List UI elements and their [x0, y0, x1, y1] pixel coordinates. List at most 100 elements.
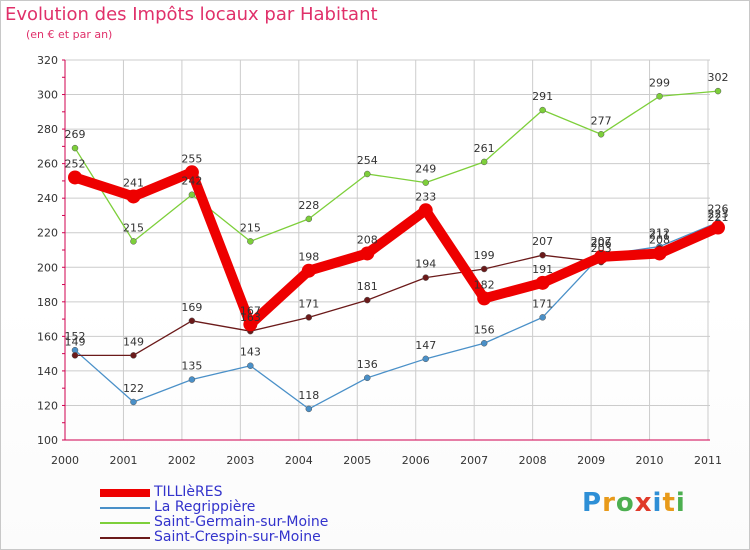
data-point-tillie-res [360, 246, 375, 261]
data-label-saint-crespin-sur-moine: 169 [181, 301, 202, 314]
data-point-la-regrippie-re [130, 398, 137, 406]
data-point-la-regrippie-re [480, 340, 488, 347]
y-tick-label: 240 [37, 192, 58, 205]
brand-letter: x [634, 488, 653, 518]
data-point-tillie-res [126, 189, 141, 204]
brand-letter: t [662, 488, 676, 518]
brand-letter: r [602, 488, 616, 518]
brand-logo: Proxiti [582, 488, 686, 518]
data-label-tillie-res: 241 [123, 176, 144, 189]
data-point-tillie-res [243, 317, 258, 332]
y-tick-label: 100 [37, 434, 58, 447]
series-line-saint-germain-sur-moine [74, 90, 719, 243]
data-point-saint-germain-sur-moine [714, 87, 722, 95]
data-point-saint-germain-sur-moine [656, 93, 663, 100]
data-label-la-regrippie-re: 152 [65, 330, 86, 343]
data-label-saint-crespin-sur-moine: 171 [298, 297, 319, 310]
data-label-saint-crespin-sur-moine: 207 [532, 235, 553, 248]
data-label-saint-germain-sur-moine: 291 [532, 90, 553, 103]
data-label-saint-germain-sur-moine: 269 [65, 128, 86, 141]
data-label-la-regrippie-re: 135 [181, 360, 202, 373]
data-label-la-regrippie-re: 122 [123, 382, 144, 395]
data-point-saint-germain-sur-moine [364, 170, 371, 178]
y-tick-label: 140 [37, 365, 58, 378]
brand-letter: P [582, 488, 603, 518]
y-tick-label: 260 [37, 158, 58, 171]
data-point-la-regrippie-re [539, 314, 546, 321]
data-point-saint-crespin-sur-moine [364, 296, 371, 304]
data-label-tillie-res: 208 [649, 233, 670, 246]
y-tick-label: 320 [37, 54, 58, 67]
data-label-tillie-res: 233 [415, 190, 436, 203]
data-label-saint-crespin-sur-moine: 181 [357, 280, 378, 293]
x-tick-label: 2005 [343, 454, 371, 467]
data-point-tillie-res [711, 220, 725, 235]
legend-swatch-saint-germain [100, 522, 150, 524]
x-tick-label: 2004 [285, 454, 313, 467]
data-label-saint-crespin-sur-moine: 149 [65, 335, 86, 348]
series-line-la-regrippie-re [74, 221, 719, 410]
data-label-tillie-res: 182 [474, 278, 495, 291]
data-point-la-regrippie-re [305, 405, 313, 413]
brand-letter: i [652, 488, 663, 518]
x-tick-label: 2007 [460, 454, 488, 467]
data-label-tillie-res: 167 [240, 304, 261, 317]
y-tick-label: 220 [37, 227, 58, 240]
data-label-saint-germain-sur-moine: 215 [240, 221, 261, 234]
data-point-saint-crespin-sur-moine [422, 274, 429, 281]
x-tick-label: 2000 [51, 454, 79, 467]
x-tick-label: 2009 [577, 454, 605, 467]
data-point-tillie-res [418, 203, 433, 218]
y-tick-label: 280 [37, 123, 58, 136]
series-line-tillie-res [73, 167, 721, 330]
y-tick-label: 200 [37, 261, 58, 274]
y-tick-label: 180 [37, 296, 58, 309]
data-point-saint-crespin-sur-moine [130, 352, 137, 359]
data-label-saint-crespin-sur-moine: 221 [708, 211, 729, 224]
data-label-tillie-res: 255 [181, 152, 202, 165]
x-tick-label: 2011 [694, 454, 722, 467]
data-point-la-regrippie-re [422, 355, 429, 363]
x-tick-label: 2010 [636, 454, 664, 467]
data-label-saint-germain-sur-moine: 261 [474, 142, 495, 155]
data-label-tillie-res: 252 [65, 157, 86, 170]
data-label-saint-germain-sur-moine: 215 [123, 221, 144, 234]
data-label-la-regrippie-re: 212 [649, 227, 670, 240]
data-point-saint-germain-sur-moine [130, 238, 137, 245]
data-label-saint-crespin-sur-moine: 194 [415, 258, 436, 271]
data-label-tillie-res: 198 [298, 251, 319, 264]
data-label-saint-crespin-sur-moine: 149 [123, 335, 144, 348]
brand-letter: o [615, 488, 635, 518]
data-point-saint-crespin-sur-moine [71, 352, 79, 359]
legend-swatch-tillieres [100, 489, 150, 497]
data-label-la-regrippie-re: 226 [708, 202, 729, 215]
chart-title: Evolution des Impôts locaux par Habitant [5, 4, 378, 25]
data-label-saint-germain-sur-moine: 254 [357, 154, 378, 167]
x-tick-label: 2003 [226, 454, 254, 467]
legend-label-saint-crespin: Saint-Crespin-sur-Moine [154, 529, 321, 545]
data-label-la-regrippie-re: 156 [474, 323, 495, 336]
y-tick-label: 120 [37, 399, 58, 412]
data-label-la-regrippie-re: 136 [357, 358, 378, 371]
data-point-saint-germain-sur-moine [480, 158, 488, 166]
data-label-tillie-res: 206 [591, 237, 612, 250]
legend-swatch-la-regrippiere [100, 507, 150, 509]
data-point-la-regrippie-re [247, 362, 254, 369]
data-label-saint-crespin-sur-moine: 163 [240, 311, 261, 324]
data-point-la-regrippie-re [188, 376, 196, 383]
x-tick-label: 2008 [519, 454, 547, 467]
data-point-saint-germain-sur-moine [188, 191, 196, 198]
data-label-tillie-res: 191 [532, 263, 553, 276]
data-point-tillie-res [301, 263, 316, 278]
legend-label-la-regrippiere: La Regrippière [154, 499, 256, 515]
data-point-la-regrippie-re [364, 374, 371, 382]
data-point-saint-crespin-sur-moine [305, 314, 313, 321]
data-point-saint-crespin-sur-moine [188, 317, 196, 325]
legend-swatch-saint-crespin [100, 537, 150, 539]
data-label-tillie-res: 223 [708, 208, 729, 221]
data-label-saint-crespin-sur-moine: 211 [649, 228, 670, 241]
data-label-saint-crespin-sur-moine: 199 [474, 249, 495, 262]
x-tick-label: 2002 [168, 454, 196, 467]
data-point-saint-germain-sur-moine [539, 106, 546, 114]
